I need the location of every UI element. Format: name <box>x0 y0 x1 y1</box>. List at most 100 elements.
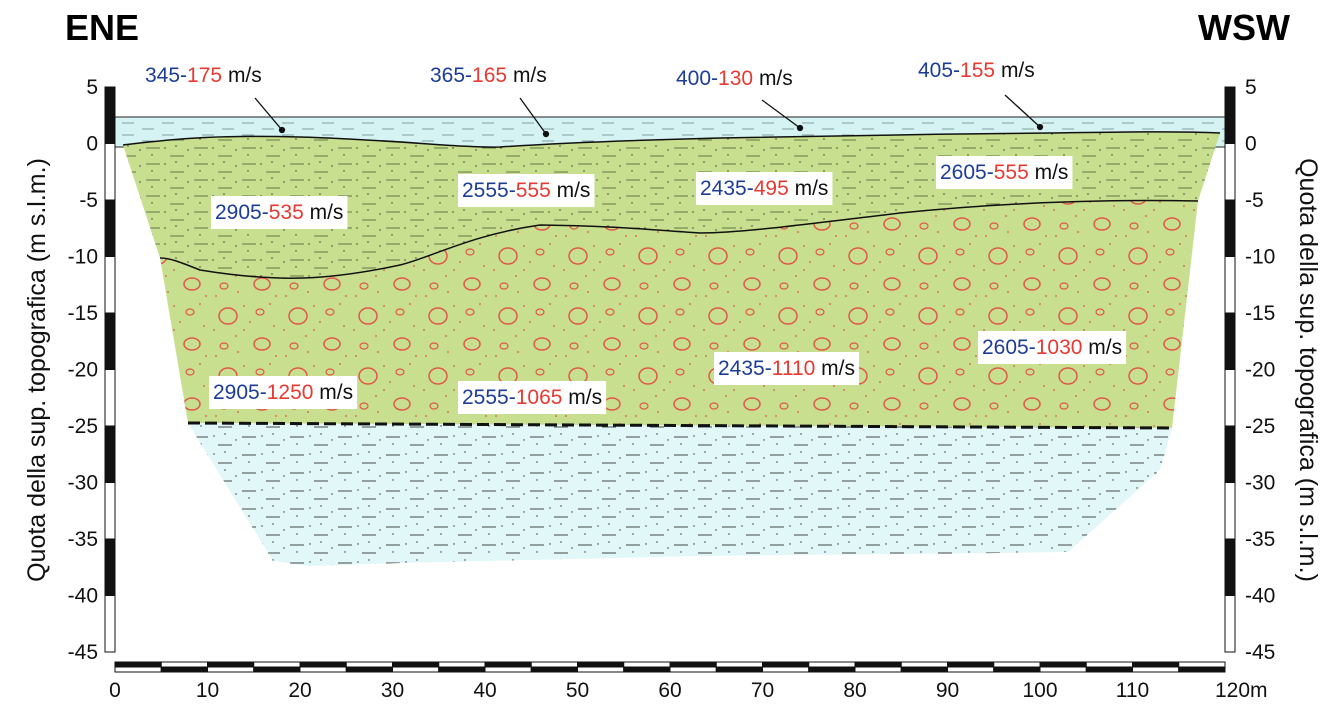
separator: - <box>465 64 472 87</box>
direction-left: ENE <box>65 7 139 48</box>
x-tick-label: 20 <box>288 679 311 702</box>
y-tick-label-left: -20 <box>68 359 98 382</box>
y-tick-label-right: 5 <box>1245 76 1257 99</box>
vp: 365 <box>430 64 465 87</box>
vp: 2555 <box>462 386 509 409</box>
scale-bar-bottom <box>901 662 947 667</box>
scale-bar-bottom <box>948 662 994 667</box>
y-axis-title-right: Quota della sup. topografica (m s.l.m.) <box>1294 158 1322 582</box>
scale-bar-bottom <box>578 662 624 667</box>
velocity-label: 345-175 m/s <box>145 64 262 87</box>
velocity-text: 400-130 m/s <box>676 67 793 90</box>
velocity-text: 2905-535 m/s <box>215 201 343 224</box>
scale-bar-bottom <box>809 667 855 672</box>
velocity-label: 365-165 m/s <box>430 64 547 87</box>
scale-bar-bottom <box>578 667 624 672</box>
y-tick-label-left: -5 <box>79 189 98 212</box>
scale-bar-left <box>105 596 115 653</box>
scale-bar-bottom <box>393 667 439 672</box>
scale-bar-right <box>1225 370 1235 427</box>
y-tick-label-left: -15 <box>68 302 98 325</box>
scale-bar-left <box>105 200 115 257</box>
scale-bar-bottom <box>393 662 439 667</box>
scale-bar-bottom <box>300 662 346 667</box>
vs: 495 <box>754 177 789 200</box>
scale-bar-bottom <box>670 662 716 667</box>
scale-bar-bottom <box>855 667 901 672</box>
vs: 1065 <box>516 386 563 409</box>
scale-bar-bottom <box>994 667 1040 672</box>
x-tick-label: 110 <box>1116 679 1149 702</box>
vp: 400 <box>676 67 711 90</box>
velocity-text: 2555-1065 m/s <box>462 386 602 409</box>
scale-bar-right <box>1225 483 1235 540</box>
scale-bar-bottom <box>624 662 670 667</box>
scale-bar-bottom <box>716 667 762 672</box>
vp: 2905 <box>213 381 260 404</box>
separator: - <box>1029 336 1036 359</box>
scale-bar-bottom <box>115 667 161 672</box>
velocity-text: 2605-555 m/s <box>940 161 1068 184</box>
scale-bar-right <box>1225 313 1235 370</box>
separator: - <box>262 201 269 224</box>
direction-right: WSW <box>1198 7 1290 48</box>
scale-bar-left <box>105 313 115 370</box>
velocity-text: 365-165 m/s <box>430 64 547 87</box>
y-axis-title-left: Quota della sup. topografica (m s.l.m.) <box>23 158 51 582</box>
scale-bar-bottom <box>1179 662 1225 667</box>
scale-bar-bottom <box>346 667 392 672</box>
scale-bar-bottom <box>485 667 531 672</box>
x-tick-label: 50 <box>566 679 589 702</box>
scale-bar-bottom <box>485 662 531 667</box>
scale-bar-bottom <box>1179 667 1225 672</box>
scale-bar-bottom <box>1133 662 1179 667</box>
scale-bar-right <box>1225 426 1235 483</box>
layer-3 <box>188 423 1172 566</box>
velocity-text: 345-175 m/s <box>145 64 262 87</box>
scale-bar-right <box>1225 596 1235 653</box>
vs: 130 <box>718 67 753 90</box>
y-tick-label-right: -35 <box>1245 528 1275 551</box>
scale-bar-bottom <box>115 662 161 667</box>
y-tick-label-right: 0 <box>1245 133 1257 156</box>
unit: m/s <box>568 386 602 409</box>
scale-bar-bottom <box>254 667 300 672</box>
scale-bar-right <box>1225 87 1235 144</box>
separator: - <box>260 381 267 404</box>
vp: 345 <box>145 64 180 87</box>
x-tick-label: 10 <box>196 679 219 702</box>
scale-bar-bottom <box>346 662 392 667</box>
velocity-label: 2555-555 m/s <box>458 174 594 207</box>
unit: m/s <box>821 357 855 380</box>
x-tick-label: 100 <box>1022 679 1057 702</box>
x-tick-label: 60 <box>658 679 681 702</box>
x-tick-label: 80 <box>843 679 866 702</box>
x-tick-label: 0 <box>109 679 121 702</box>
y-tick-label-left: -35 <box>68 528 98 551</box>
velocity-text: 2435-495 m/s <box>700 177 828 200</box>
scale-bar-bottom <box>716 662 762 667</box>
vs: 1030 <box>1036 336 1083 359</box>
y-tick-label-right: -5 <box>1245 189 1264 212</box>
scale-bar-right <box>1225 257 1235 314</box>
y-tick-label-left: 5 <box>86 76 98 99</box>
y-tick-label-left: -25 <box>68 415 98 438</box>
separator: - <box>765 357 772 380</box>
scale-bar-bottom <box>254 662 300 667</box>
scale-bar-left <box>105 426 115 483</box>
velocity-label: 2605-1030 m/s <box>978 331 1126 364</box>
scale-bar-left <box>105 370 115 427</box>
y-tick-label-right: -30 <box>1245 472 1275 495</box>
vs: 165 <box>472 64 507 87</box>
y-tick-label-right: -25 <box>1245 415 1275 438</box>
y-tick-label-left: -45 <box>68 641 98 664</box>
scale-bar-bottom <box>1086 667 1132 672</box>
scale-bar-bottom <box>1086 662 1132 667</box>
vp: 2605 <box>982 336 1029 359</box>
scale-bar-bottom <box>670 667 716 672</box>
unit: m/s <box>1035 161 1069 184</box>
vs: 155 <box>960 59 995 82</box>
y-tick-label-left: -10 <box>68 246 98 269</box>
scale-bar-left <box>105 257 115 314</box>
velocity-text: 2605-1030 m/s <box>982 336 1122 359</box>
